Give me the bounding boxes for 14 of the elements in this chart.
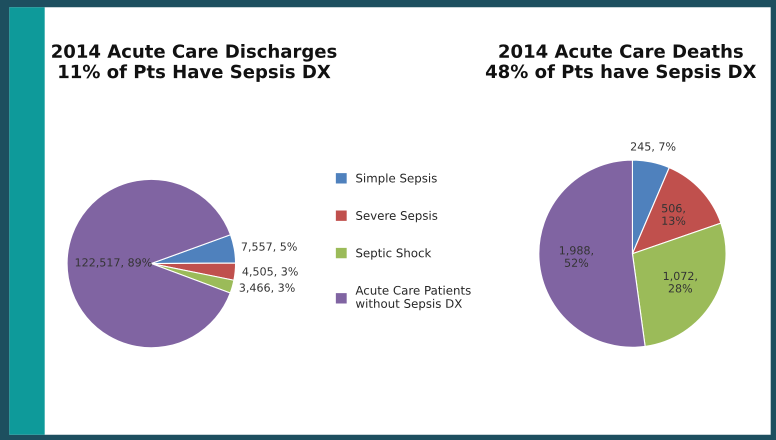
chart-title: 2014 Acute Care Deaths 48% of Pts have Sepsis DX (486, 44, 756, 82)
chart-title: 2014 Acute Care Discharges 11% of Pts Have Sepsis DX (52, 44, 336, 82)
data-label: 245, 7% (630, 142, 676, 152)
legend-label: Simple Sepsis (356, 173, 437, 185)
legend-label: Severe Sepsis (356, 210, 438, 222)
legend-label: Acute Care Patients without Sepsis DX (356, 286, 471, 310)
data-label: 3,466, 3% (240, 283, 295, 293)
data-label: 4,505, 3% (242, 267, 298, 277)
legend-label: Septic Shock (356, 248, 432, 260)
data-label: 1,072, 28% (664, 272, 697, 293)
data-label: 1,988, 52% (560, 246, 593, 267)
data-label: 122,517, 89% (76, 258, 152, 268)
data-label: 7,557, 5% (242, 242, 297, 252)
data-label: 506, 13% (662, 204, 686, 225)
